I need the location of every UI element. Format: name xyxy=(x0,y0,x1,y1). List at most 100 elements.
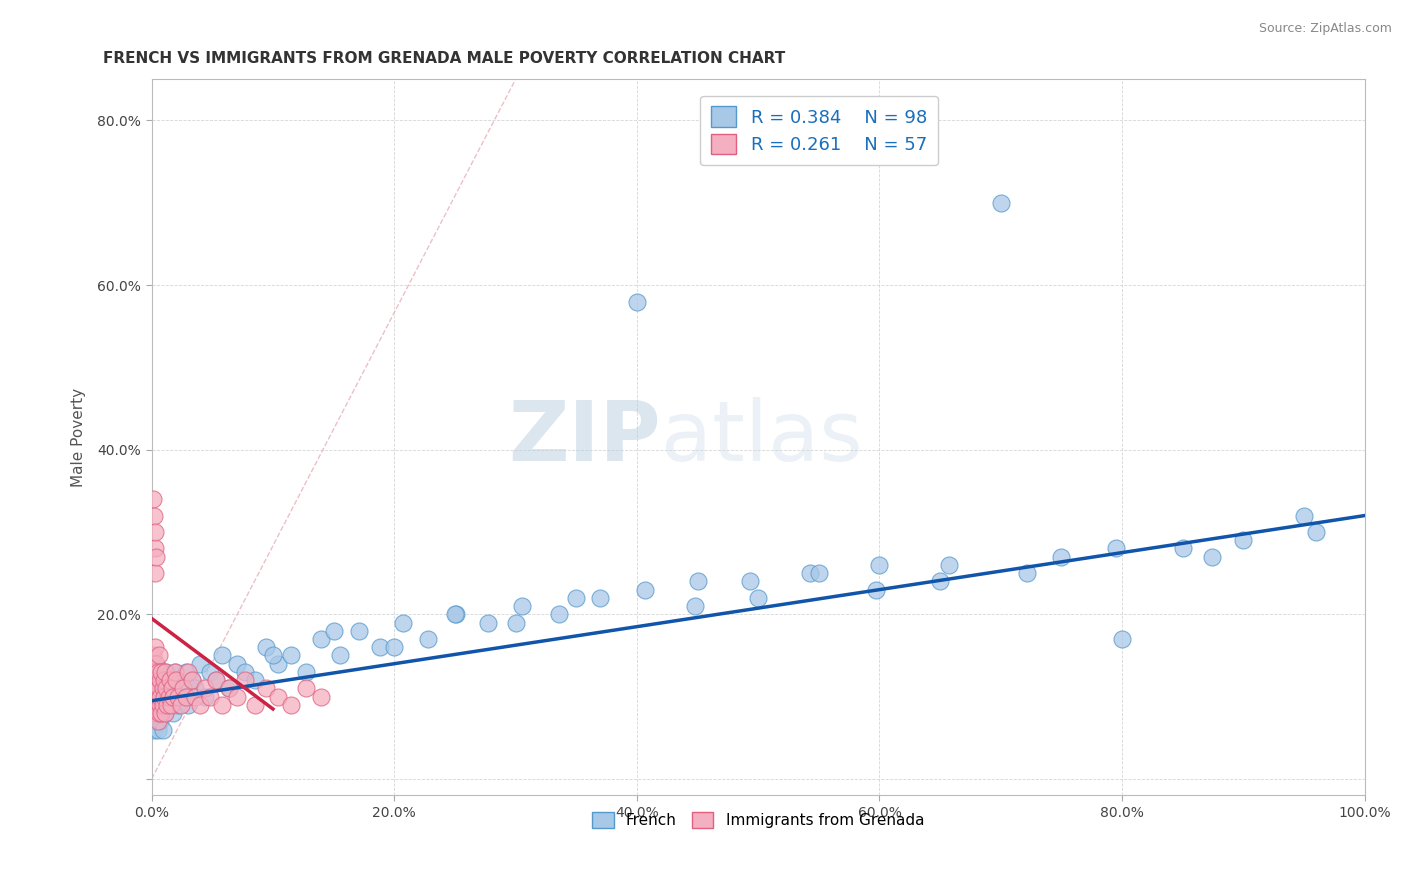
Point xyxy=(155,665,177,679)
Point xyxy=(198,690,221,704)
Text: atlas: atlas xyxy=(661,397,863,478)
Point xyxy=(184,681,207,696)
Point xyxy=(148,706,170,720)
Point xyxy=(162,690,184,704)
Point xyxy=(211,698,233,712)
Point xyxy=(150,706,173,720)
Point xyxy=(143,665,166,679)
Point xyxy=(382,640,405,655)
Point xyxy=(225,657,247,671)
Point xyxy=(143,714,166,729)
Point xyxy=(162,681,184,696)
Point xyxy=(477,615,499,630)
Point xyxy=(686,574,709,589)
Point xyxy=(262,648,284,663)
Point xyxy=(145,549,167,564)
Point xyxy=(152,690,174,704)
Point xyxy=(143,508,166,523)
Point xyxy=(807,566,830,581)
Point xyxy=(747,591,769,605)
Point xyxy=(143,681,166,696)
Point xyxy=(149,681,172,696)
Point xyxy=(152,673,174,688)
Point xyxy=(294,681,316,696)
Point xyxy=(322,624,344,638)
Point xyxy=(205,673,228,688)
Point xyxy=(444,607,467,622)
Point xyxy=(683,599,706,613)
Point xyxy=(157,690,180,704)
Point xyxy=(152,665,174,679)
Point xyxy=(157,673,180,688)
Point xyxy=(146,690,169,704)
Point xyxy=(368,640,391,655)
Point xyxy=(143,665,166,679)
Point xyxy=(929,574,952,589)
Point xyxy=(162,706,184,720)
Point xyxy=(143,566,166,581)
Point xyxy=(145,673,167,688)
Point xyxy=(626,294,648,309)
Point xyxy=(188,698,211,712)
Point xyxy=(280,648,302,663)
Point xyxy=(143,524,166,539)
Point xyxy=(167,690,190,704)
Point xyxy=(347,624,370,638)
Point xyxy=(148,681,170,696)
Text: FRENCH VS IMMIGRANTS FROM GRENADA MALE POVERTY CORRELATION CHART: FRENCH VS IMMIGRANTS FROM GRENADA MALE P… xyxy=(103,51,786,66)
Point xyxy=(150,706,173,720)
Point xyxy=(1292,508,1315,523)
Point xyxy=(150,673,173,688)
Point xyxy=(180,673,202,688)
Point xyxy=(143,640,166,655)
Point xyxy=(233,673,256,688)
Point xyxy=(1017,566,1039,581)
Point xyxy=(938,558,960,572)
Point xyxy=(225,690,247,704)
Point xyxy=(149,698,172,712)
Point xyxy=(174,665,197,679)
Point xyxy=(159,698,181,712)
Point xyxy=(152,673,174,688)
Point xyxy=(159,673,181,688)
Point xyxy=(145,698,167,712)
Point xyxy=(329,648,352,663)
Point xyxy=(146,698,169,712)
Point xyxy=(148,690,170,704)
Point xyxy=(172,681,194,696)
Point xyxy=(149,690,172,704)
Point xyxy=(152,723,174,737)
Point xyxy=(142,706,165,720)
Y-axis label: Male Poverty: Male Poverty xyxy=(72,388,86,487)
Point xyxy=(1105,541,1128,556)
Point xyxy=(153,665,176,679)
Point xyxy=(150,690,173,704)
Point xyxy=(188,657,211,671)
Point xyxy=(146,714,169,729)
Point xyxy=(149,673,172,688)
Point xyxy=(142,492,165,507)
Point xyxy=(152,681,174,696)
Point xyxy=(143,706,166,720)
Point xyxy=(548,607,571,622)
Point xyxy=(155,681,177,696)
Point xyxy=(589,591,612,605)
Point xyxy=(153,706,176,720)
Point xyxy=(565,591,588,605)
Point xyxy=(145,681,167,696)
Point xyxy=(634,582,657,597)
Point xyxy=(156,698,179,712)
Point xyxy=(148,706,170,720)
Point xyxy=(150,665,173,679)
Point xyxy=(267,690,290,704)
Point xyxy=(145,706,167,720)
Point xyxy=(218,681,240,696)
Point xyxy=(177,698,200,712)
Point xyxy=(143,698,166,712)
Point xyxy=(170,698,193,712)
Point xyxy=(146,723,169,737)
Text: Source: ZipAtlas.com: Source: ZipAtlas.com xyxy=(1258,22,1392,36)
Point xyxy=(146,673,169,688)
Point xyxy=(444,607,467,622)
Point xyxy=(194,690,217,704)
